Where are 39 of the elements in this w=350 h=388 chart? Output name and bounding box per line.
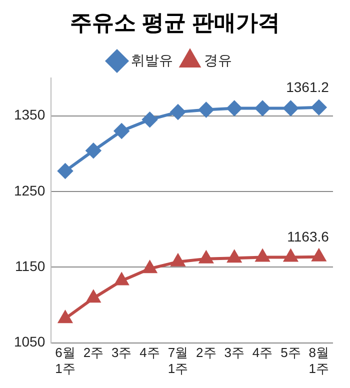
y-tick-label: 1050 xyxy=(14,334,46,350)
y-tick-label: 1350 xyxy=(14,106,46,123)
point xyxy=(58,311,72,324)
point xyxy=(311,100,326,115)
point xyxy=(283,100,298,116)
point xyxy=(114,273,128,286)
x-tick-label: 2주 xyxy=(196,345,216,360)
x-tick-label: 3주 xyxy=(224,345,244,360)
point xyxy=(199,251,213,264)
point xyxy=(171,254,185,266)
point xyxy=(284,250,298,262)
point xyxy=(114,123,130,138)
point xyxy=(198,102,214,118)
x-tick-label: 7월 1주 xyxy=(168,345,188,376)
y-tick-label: 1250 xyxy=(14,182,46,198)
point xyxy=(255,100,270,116)
point xyxy=(228,250,242,263)
x-tick-label: 4주 xyxy=(140,345,160,360)
data-label: 1361.2 xyxy=(286,79,330,96)
point xyxy=(226,100,242,116)
data-label: 1163.6 xyxy=(287,228,330,245)
x-tick-label: 5주 xyxy=(280,345,301,360)
x-tick-label: 8월 1주 xyxy=(308,345,330,376)
point xyxy=(58,164,73,179)
x-tick-label: 2주 xyxy=(83,345,104,360)
x-tick-label: 6월 1주 xyxy=(55,345,76,376)
x-tick-label: 3주 xyxy=(111,345,132,360)
legend-label: 경유 xyxy=(204,52,232,68)
point xyxy=(170,104,186,120)
point xyxy=(86,290,100,303)
y-tick-label: 1150 xyxy=(15,258,46,274)
point xyxy=(143,261,156,274)
point xyxy=(256,250,270,262)
point xyxy=(142,112,158,128)
x-tick-label: 4주 xyxy=(252,345,273,360)
point xyxy=(86,143,101,158)
point xyxy=(312,249,326,262)
legend-label: 휘발유 xyxy=(131,52,173,68)
chart-title: 주유소 평균 판매가격 xyxy=(68,9,282,37)
